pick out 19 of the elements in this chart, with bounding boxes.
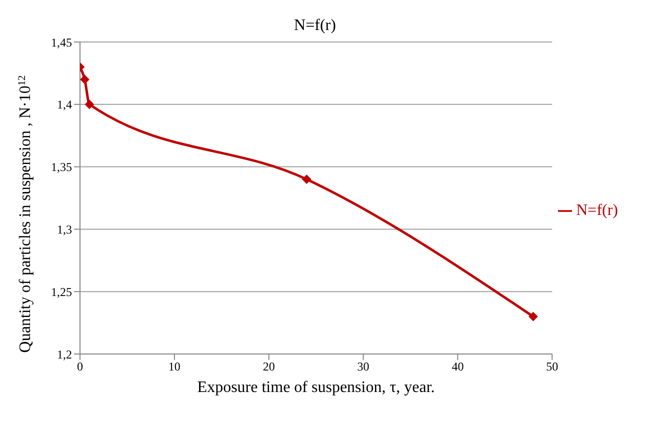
- point: [80, 74, 90, 84]
- point: [84, 100, 94, 109]
- x-axis-title: Exposure time of suspension, τ, year.: [197, 379, 435, 396]
- y-tick-label: 1,2: [57, 347, 72, 362]
- point: [528, 312, 538, 322]
- x-tick-label: 20: [262, 360, 275, 374]
- y-tick-label: 1,45: [51, 35, 72, 50]
- x-tick-label: 0: [77, 360, 83, 374]
- x-tick-label: 10: [168, 360, 180, 374]
- y-tick-label: 1,35: [51, 160, 72, 174]
- y-tick-label: 1,3: [57, 222, 72, 236]
- y-tick-label: 1,4: [57, 98, 72, 112]
- legend-label: N=f(r): [576, 202, 618, 219]
- x-tick-label: 50: [546, 360, 558, 374]
- y-tick-label: 1,25: [51, 284, 72, 299]
- x-tick-label: 30: [357, 360, 370, 374]
- point: [302, 174, 312, 184]
- chart-title: N=f(r): [294, 17, 336, 34]
- x-tick-label: 40: [452, 360, 464, 374]
